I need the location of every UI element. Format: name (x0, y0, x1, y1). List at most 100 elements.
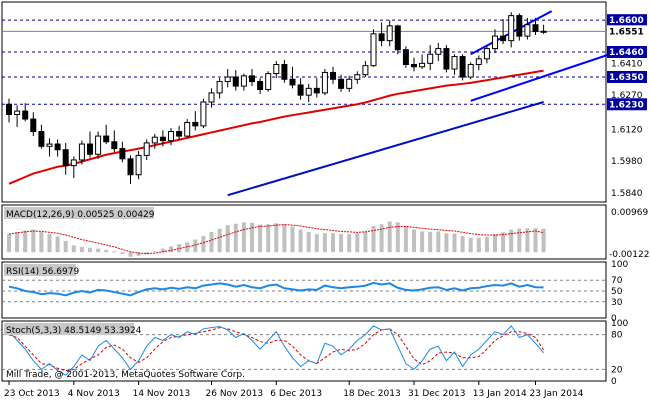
macd-bar (241, 222, 246, 253)
macd-bar (233, 223, 238, 253)
date-label: 13 Jan 2014 (473, 389, 527, 399)
level-lines (2, 19, 606, 105)
macd-bar (355, 233, 360, 253)
macd-bar (541, 228, 546, 253)
price-axis: 1.6410 1.6270 1.6120 1.5980 1.5840 1.6600 1.64… (607, 14, 647, 199)
macd-bar (331, 233, 335, 253)
candle-body (232, 76, 239, 87)
macd-bar (96, 248, 101, 253)
macd-bar (71, 245, 76, 253)
candle-body (475, 58, 482, 65)
macd-bar (468, 237, 473, 253)
macd-bar (193, 239, 198, 253)
candle-body (46, 143, 53, 147)
stoch-axis-label: 80 (611, 331, 623, 341)
macd-bar (23, 230, 28, 253)
level-label-3-bg (607, 98, 647, 111)
macd-bar (120, 252, 125, 255)
macd-bar (306, 231, 311, 253)
level-label-3: 1.6230 (609, 100, 644, 110)
macd-bar (484, 236, 489, 253)
candle-body (143, 142, 150, 156)
macd-bar (412, 229, 416, 253)
candle-body (394, 25, 401, 51)
price-axis-label: 1.6410 (611, 59, 643, 69)
macd-bar (201, 235, 206, 253)
candle-body (87, 143, 93, 155)
macd-bar (266, 224, 271, 253)
macd-bar (112, 251, 117, 253)
macd-bar (177, 244, 182, 253)
candle-body (330, 71, 336, 80)
rsi-label-bg (4, 264, 76, 276)
candlestick-series (6, 12, 547, 184)
macd-label-bg (4, 207, 154, 219)
date-label: 14 Nov 2013 (133, 389, 191, 399)
macd-bar (39, 231, 44, 253)
macd-bar (31, 229, 36, 253)
candle-body (208, 92, 215, 103)
candle-body (265, 73, 272, 91)
candle-body (346, 78, 353, 89)
candle-body (321, 71, 328, 94)
macd-bar (290, 226, 295, 253)
candle-body (402, 49, 409, 65)
stoch-label: Stoch(5,3,3) 48.5149 53.3924 (6, 326, 142, 336)
current-price-label-bg (607, 25, 647, 38)
rsi-axis-label: 0 (611, 314, 617, 324)
macd-bar (47, 234, 52, 253)
macd-bar (314, 234, 319, 253)
macd-bar (501, 232, 506, 253)
macd-bar (387, 221, 392, 253)
candle-body (95, 135, 102, 155)
candle-body (386, 25, 393, 42)
macd-bar (452, 233, 457, 253)
macd-bar (258, 224, 263, 253)
candle-body (419, 62, 426, 68)
candle-body (281, 64, 288, 80)
macd-bar (152, 251, 157, 253)
candle-body (257, 81, 264, 91)
candle-body (289, 78, 296, 86)
macd-bar (55, 236, 60, 253)
macd-bar (225, 225, 230, 253)
candle-body (313, 87, 320, 94)
macd-bar (363, 231, 368, 253)
candle-body (305, 87, 312, 96)
macd-signal-line (8, 224, 544, 255)
candle-body (435, 48, 442, 55)
stoch-label-bg (4, 323, 134, 335)
candle-body (119, 148, 126, 160)
price-axis-label: 1.5840 (611, 189, 643, 199)
stoch-signal-line (8, 327, 545, 372)
level-label-0-bg (607, 14, 647, 27)
candle-body (524, 24, 531, 37)
macd-bar (298, 229, 303, 253)
stoch-guide-lines (2, 334, 606, 370)
candle-body (127, 158, 134, 176)
macd-bar (274, 223, 279, 253)
level-label-2-bg (607, 71, 647, 83)
candle-body (411, 64, 417, 68)
macd-bar (347, 234, 352, 253)
macd-bar (339, 234, 344, 253)
candle-body (151, 136, 158, 144)
candle-body (159, 136, 166, 142)
candle-body (249, 75, 255, 83)
stoch-axis-label: 100 (611, 319, 628, 329)
macd-bar (509, 229, 514, 253)
candle-body (22, 110, 29, 120)
macd-bar (209, 231, 214, 253)
macd-bar (169, 246, 173, 253)
macd-bar (7, 234, 11, 253)
macd-bar (420, 231, 425, 253)
macd-bar (403, 225, 408, 253)
candle-body (427, 53, 434, 64)
candle-body (273, 64, 280, 75)
date-label: 4 Nov 2013 (68, 389, 120, 399)
stoch-axis: 100 80 20 0 (611, 319, 628, 387)
macd-bar (250, 222, 254, 253)
candle-body (378, 33, 385, 42)
candle-body (78, 143, 85, 161)
